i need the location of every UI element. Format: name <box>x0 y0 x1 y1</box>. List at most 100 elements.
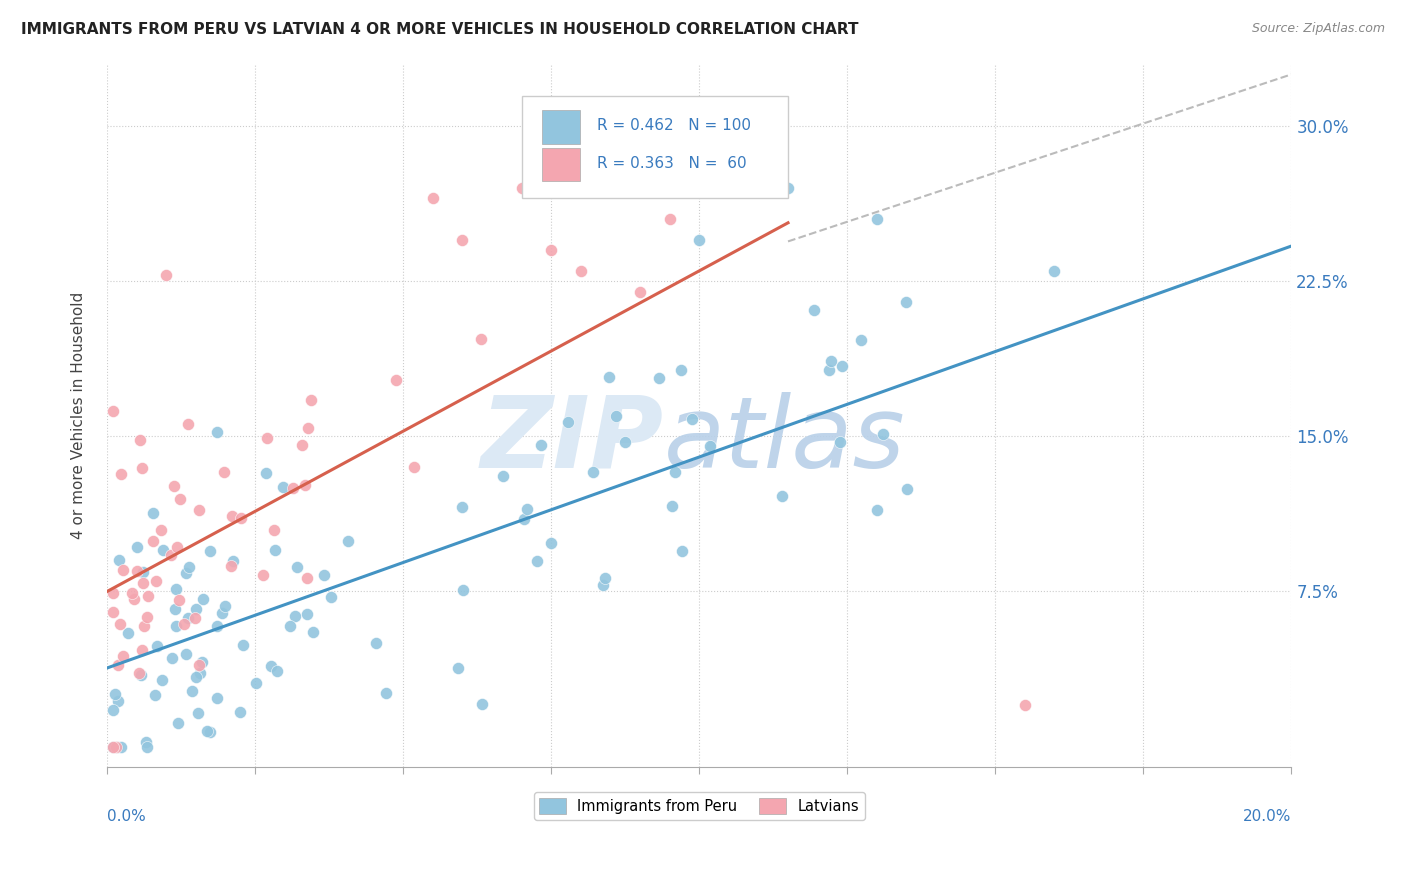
Point <box>284 609 307 624</box>
Point <box>510 181 533 195</box>
Point <box>110 467 132 481</box>
Point <box>177 610 200 624</box>
Point <box>592 578 614 592</box>
Point <box>260 659 283 673</box>
Point <box>321 590 343 604</box>
Point <box>1014 698 1036 713</box>
Point <box>108 553 131 567</box>
Point <box>402 459 425 474</box>
Point <box>155 268 177 282</box>
Point <box>256 431 278 445</box>
FancyBboxPatch shape <box>541 148 579 181</box>
Point <box>131 643 153 657</box>
Point <box>820 354 842 368</box>
Point <box>422 192 444 206</box>
Text: IMMIGRANTS FROM PERU VS LATVIAN 4 OR MORE VEHICLES IN HOUSEHOLD CORRELATION CHAR: IMMIGRANTS FROM PERU VS LATVIAN 4 OR MOR… <box>21 22 859 37</box>
Point <box>513 512 536 526</box>
Point <box>163 601 186 615</box>
Point <box>101 404 124 418</box>
Point <box>301 625 323 640</box>
Point <box>190 666 212 681</box>
Point <box>658 212 681 227</box>
Text: 20.0%: 20.0% <box>1243 809 1291 824</box>
Point <box>273 480 295 494</box>
FancyBboxPatch shape <box>541 110 579 144</box>
Point <box>229 705 252 719</box>
Point <box>285 560 308 574</box>
Point <box>135 735 157 749</box>
Point <box>872 427 894 442</box>
Point <box>516 501 538 516</box>
Point <box>127 564 149 578</box>
Point <box>122 591 145 606</box>
Point <box>101 739 124 754</box>
Point <box>145 574 167 589</box>
Point <box>174 566 197 580</box>
Point <box>107 657 129 672</box>
Point <box>101 703 124 717</box>
Point <box>366 636 388 650</box>
Point <box>451 582 474 597</box>
Point <box>688 233 710 247</box>
Point <box>136 589 159 603</box>
Point <box>232 638 254 652</box>
Point <box>165 582 187 596</box>
Point <box>212 465 235 479</box>
Point <box>1043 264 1066 278</box>
Point <box>628 285 651 299</box>
Text: atlas: atlas <box>664 392 905 489</box>
Point <box>295 571 318 585</box>
Point <box>221 509 243 524</box>
Point <box>222 553 245 567</box>
Text: ZIP: ZIP <box>481 392 664 489</box>
Point <box>828 435 851 450</box>
Point <box>107 694 129 708</box>
Point <box>526 554 548 568</box>
Point <box>188 658 211 673</box>
Point <box>278 619 301 633</box>
Point <box>198 725 221 739</box>
Point <box>803 302 825 317</box>
Point <box>152 542 174 557</box>
Text: R = 0.363   N =  60: R = 0.363 N = 60 <box>598 156 747 171</box>
Point <box>160 549 183 563</box>
FancyBboxPatch shape <box>522 95 787 198</box>
Point <box>187 502 209 516</box>
Point <box>896 294 918 309</box>
Point <box>557 415 579 429</box>
Point <box>569 264 592 278</box>
Point <box>160 651 183 665</box>
Point <box>470 333 492 347</box>
Point <box>176 647 198 661</box>
Point <box>167 715 190 730</box>
Point <box>142 533 165 548</box>
Point <box>101 605 124 619</box>
Point <box>263 524 285 538</box>
Point <box>125 540 148 554</box>
Point <box>205 425 228 440</box>
Point <box>205 691 228 706</box>
Point <box>254 467 277 481</box>
Point <box>598 370 620 384</box>
Point <box>661 500 683 514</box>
Point <box>211 606 233 620</box>
Y-axis label: 4 or more Vehicles in Household: 4 or more Vehicles in Household <box>72 292 86 540</box>
Point <box>108 617 131 632</box>
Text: 0.0%: 0.0% <box>107 809 146 824</box>
Point <box>669 363 692 377</box>
Point <box>664 466 686 480</box>
Point <box>451 233 474 247</box>
Point <box>297 421 319 435</box>
Point <box>605 409 627 423</box>
Point <box>614 434 637 449</box>
Point <box>849 333 872 347</box>
Point <box>593 571 616 585</box>
Point <box>187 706 209 720</box>
Point <box>112 648 135 663</box>
Point <box>831 359 853 374</box>
Text: Source: ZipAtlas.com: Source: ZipAtlas.com <box>1251 22 1385 36</box>
Point <box>190 655 212 669</box>
Point <box>866 212 889 227</box>
Point <box>166 540 188 554</box>
Point <box>104 687 127 701</box>
